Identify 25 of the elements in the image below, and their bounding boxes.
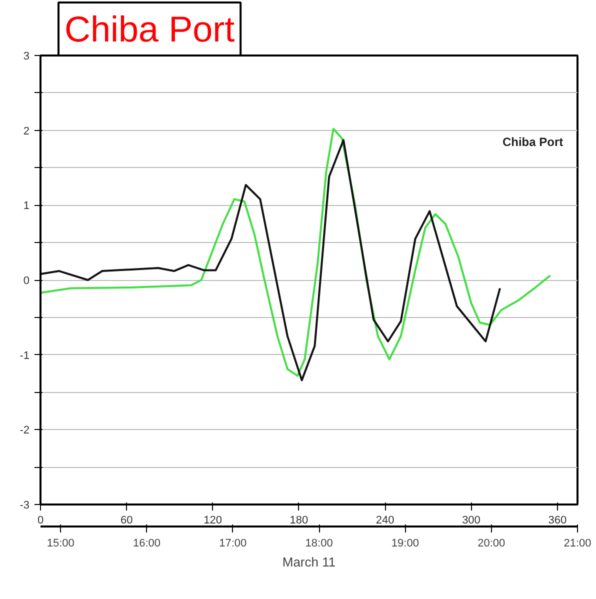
line-series bbox=[40, 139, 501, 382]
x-tick-label: 120 bbox=[204, 514, 222, 526]
y-tick-label: 3 bbox=[23, 50, 30, 62]
y-tick-label: 0 bbox=[23, 275, 30, 287]
x2-tick-label: 15:00 bbox=[46, 538, 74, 550]
x2-tick-label: 18:00 bbox=[305, 538, 333, 550]
y-tick-label: -3 bbox=[20, 500, 30, 512]
y-tick-label: 2 bbox=[23, 125, 30, 138]
x2-axis-title: March 11 bbox=[282, 554, 336, 570]
x-tick-label: 60 bbox=[120, 514, 133, 526]
y-tick-label: -2 bbox=[20, 424, 30, 437]
x2-tick-label: 21:00 bbox=[564, 538, 592, 550]
x-tick-label: 360 bbox=[548, 514, 567, 526]
y-tick-label: 1 bbox=[23, 200, 30, 212]
y-tick-label: -1 bbox=[20, 350, 30, 362]
x-tick-label: 300 bbox=[462, 514, 480, 526]
x2-tick-label: 20:00 bbox=[478, 538, 506, 550]
x-tick-label: 180 bbox=[290, 514, 308, 526]
x2-tick-label: 17:00 bbox=[219, 538, 247, 550]
x-tick-label: 0 bbox=[37, 514, 44, 526]
annotation: Chiba Port bbox=[502, 135, 564, 150]
x-tick-label: 240 bbox=[376, 514, 394, 526]
chart-title: Chiba Port bbox=[64, 8, 235, 50]
x2-tick-label: 16:00 bbox=[132, 538, 161, 550]
x2-tick-label: 19:00 bbox=[391, 538, 419, 550]
